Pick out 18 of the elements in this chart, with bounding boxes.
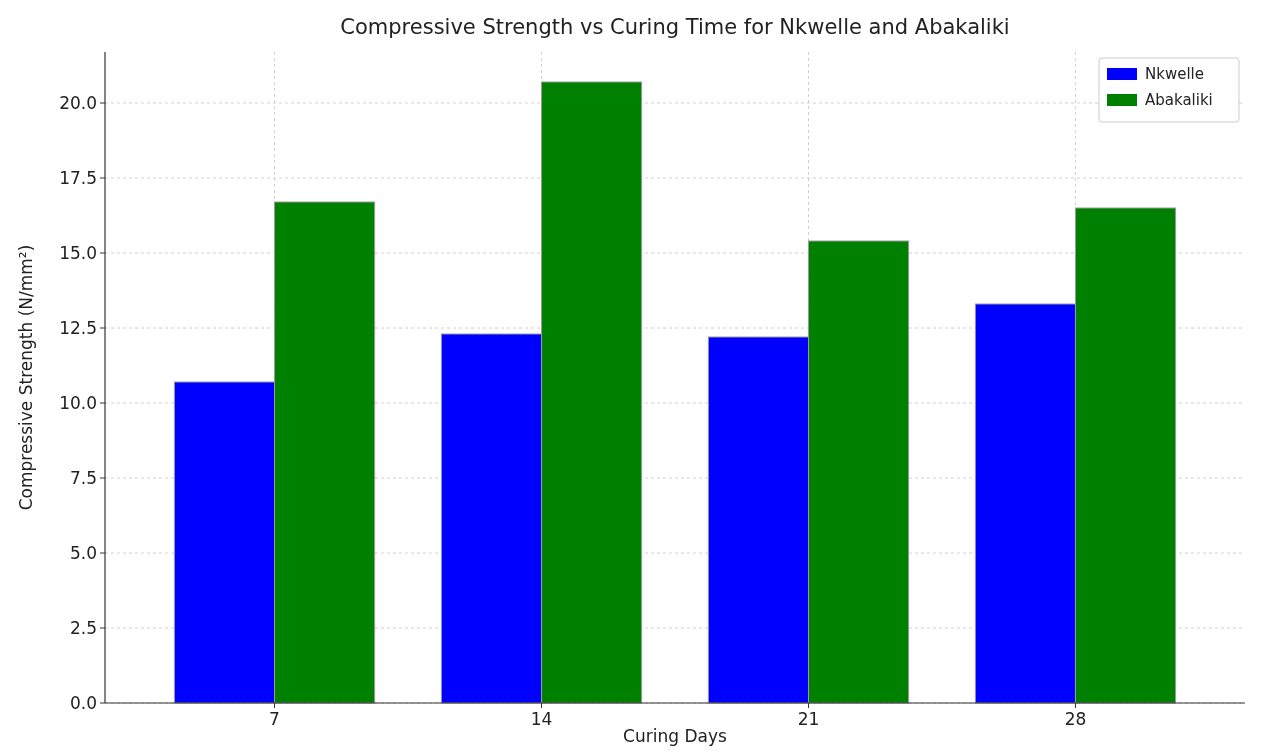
y-tick-label: 20.0: [59, 92, 97, 113]
chart-title: Compressive Strength vs Curing Time for Nkwelle and Abakaliki: [340, 15, 1010, 39]
y-tick-label: 7.5: [69, 467, 97, 488]
x-tick-label: 14: [530, 709, 553, 729]
y-tick-label: 15.0: [59, 242, 97, 263]
y-tick-label: 2.5: [69, 617, 97, 638]
y-tick-label: 12.5: [59, 317, 97, 338]
y-tick-label: 0.0: [69, 692, 97, 713]
x-tick-label: 7: [269, 709, 280, 729]
y-tick-label: 5.0: [69, 542, 97, 563]
legend-label: Abakaliki: [1145, 91, 1213, 110]
x-axis-title: Curing Days: [623, 726, 728, 746]
x-tick-label: 28: [1064, 709, 1087, 729]
y-tick-label: 10.0: [59, 392, 97, 413]
legend-label: Nkwelle: [1145, 65, 1204, 84]
y-axis-title: Compressive Strength (N/mm²): [16, 244, 36, 511]
y-tick-label: 17.5: [59, 167, 97, 188]
x-tick-label: 21: [797, 709, 820, 729]
